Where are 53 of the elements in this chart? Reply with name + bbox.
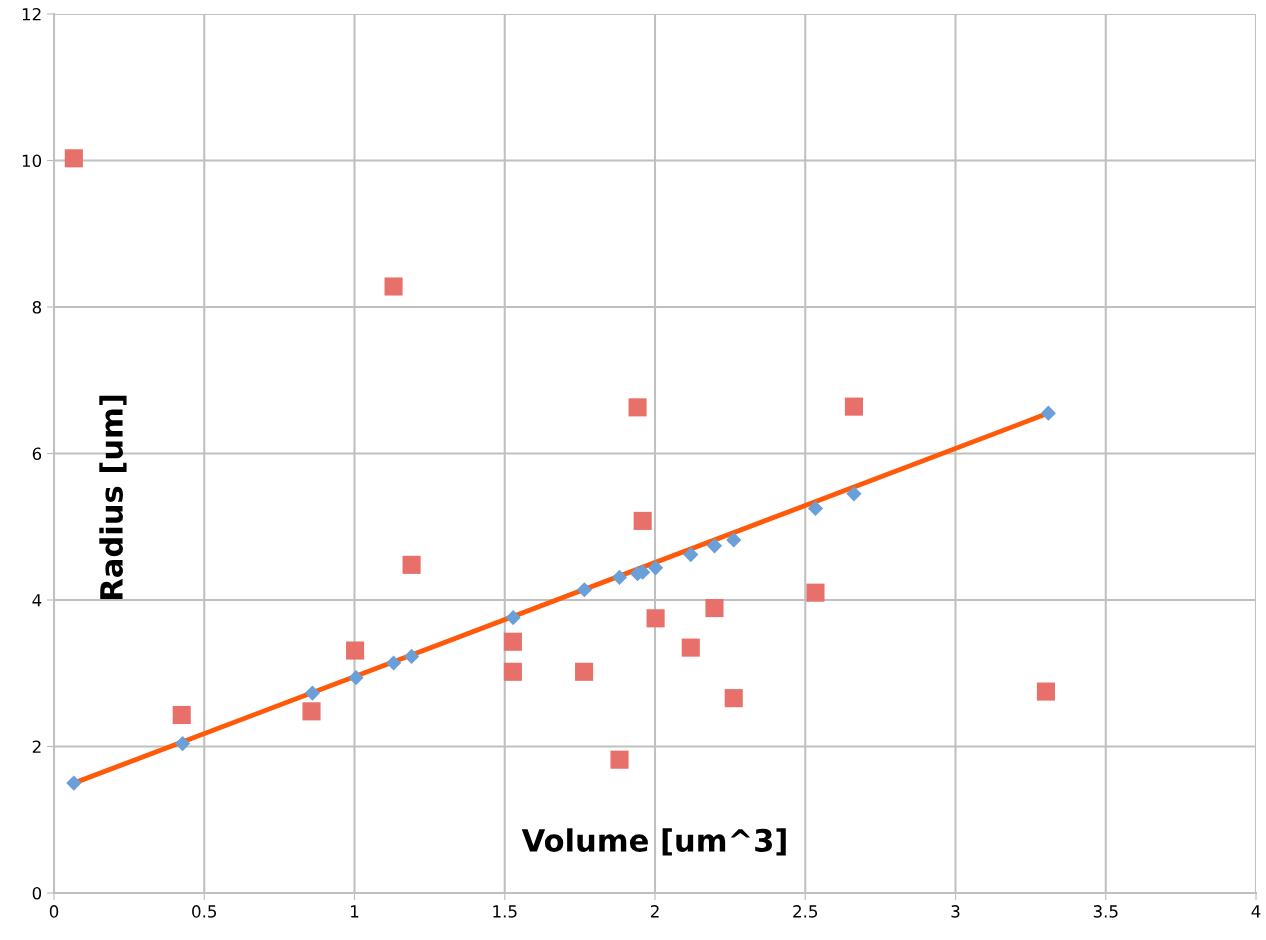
point xyxy=(726,532,742,548)
point xyxy=(807,500,824,517)
x-tick-label: 1 xyxy=(351,905,359,918)
point xyxy=(681,638,700,657)
point xyxy=(503,632,522,651)
y-tick-label: 8 xyxy=(32,300,42,314)
point xyxy=(575,662,594,681)
point xyxy=(1040,405,1056,421)
point xyxy=(66,775,82,791)
y-axis-title: Radius [um] xyxy=(99,395,127,599)
point xyxy=(610,750,629,769)
point xyxy=(64,149,83,168)
point xyxy=(844,397,863,416)
point xyxy=(302,702,321,721)
x-tick-label: 4 xyxy=(1251,905,1261,918)
point xyxy=(611,569,628,585)
point xyxy=(402,555,421,574)
point xyxy=(505,609,521,626)
x-tick-label: 2 xyxy=(650,905,659,918)
y-tick-label: 0 xyxy=(32,886,42,900)
point xyxy=(304,685,321,701)
point xyxy=(683,546,699,563)
point xyxy=(628,398,647,417)
x-tick-label: 2.5 xyxy=(793,905,818,918)
x-axis-title: Volume [um^3] xyxy=(521,828,786,856)
x-tick-label: 0.5 xyxy=(192,905,217,918)
point xyxy=(384,277,403,296)
y-tick-label: 4 xyxy=(32,594,42,607)
x-tick-label: 0 xyxy=(49,905,59,918)
point xyxy=(348,670,364,686)
point xyxy=(503,662,522,681)
y-tick-label: 2 xyxy=(32,740,41,753)
x-tick-label: 1.5 xyxy=(493,905,517,918)
point xyxy=(706,538,723,554)
point xyxy=(646,609,665,628)
x-tick-label: 3 xyxy=(951,905,960,918)
y-tick-label: 6 xyxy=(32,447,42,461)
point xyxy=(403,648,420,665)
x-tick-label: 3.5 xyxy=(1093,905,1118,918)
point xyxy=(806,583,825,602)
point xyxy=(705,599,724,618)
point xyxy=(724,689,743,708)
point xyxy=(346,641,365,660)
y-tick-label: 10 xyxy=(22,154,42,168)
point xyxy=(576,582,592,598)
point xyxy=(1036,682,1055,701)
y-tick-label: 12 xyxy=(22,7,41,21)
point xyxy=(633,511,652,530)
point xyxy=(385,655,402,671)
point xyxy=(172,705,191,725)
point xyxy=(846,486,862,502)
point xyxy=(647,560,664,576)
point xyxy=(175,735,191,752)
